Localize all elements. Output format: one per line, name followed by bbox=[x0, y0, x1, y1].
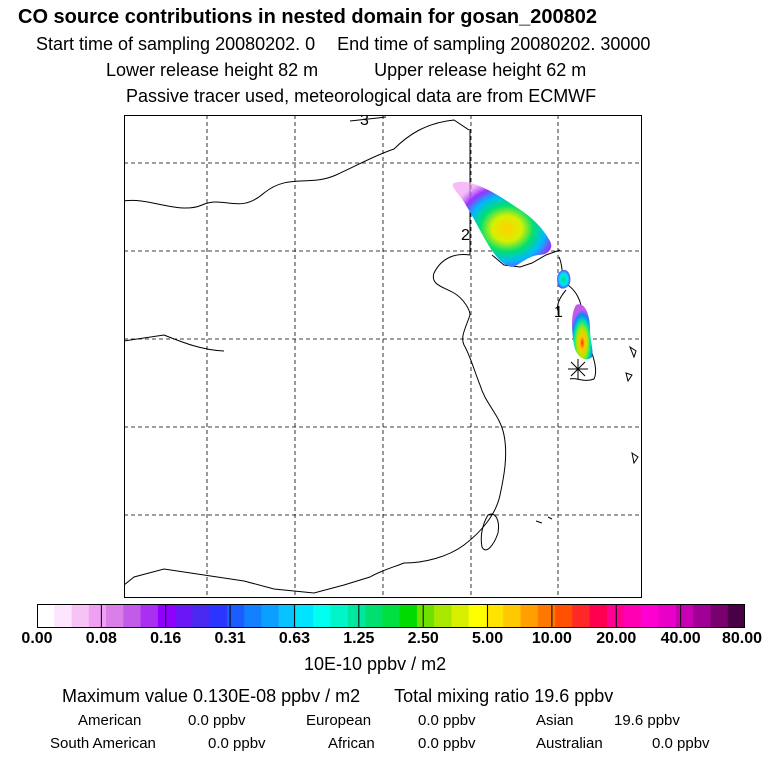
colorbar-tick-label: 0.16 bbox=[150, 630, 182, 647]
colorbar-swatch bbox=[503, 604, 522, 628]
start-time-label: Start time of sampling 20080202. 0 bbox=[36, 34, 316, 54]
colorbar-swatch bbox=[244, 604, 262, 628]
marker-1: 1 bbox=[554, 304, 563, 321]
colorbar-swatch bbox=[675, 604, 694, 628]
colorbar-tick-label: 0.31 bbox=[214, 630, 246, 647]
colorbar-swatch bbox=[555, 604, 573, 628]
marker-3: 3 bbox=[360, 115, 369, 129]
co-plumes bbox=[452, 181, 593, 360]
colorbar-tick-label: 0.08 bbox=[85, 630, 117, 647]
contrib-south-american-label: South American bbox=[50, 735, 156, 752]
contrib-asian-value: 19.6 ppbv bbox=[614, 712, 680, 729]
colorbar-swatch bbox=[693, 604, 711, 628]
colorbar-swatch bbox=[727, 604, 745, 628]
colorbar-swatch bbox=[106, 604, 124, 628]
marker-2: 2 bbox=[461, 227, 470, 244]
colorbar-swatch bbox=[451, 604, 470, 628]
colorbar bbox=[37, 604, 745, 628]
summary-line: Maximum value 0.130E-08 ppbv / m2 Total m… bbox=[62, 686, 613, 707]
colorbar-swatch bbox=[313, 604, 332, 628]
colorbar-tick-label: 5.00 bbox=[471, 630, 504, 647]
contrib-south-american-value: 0.0 ppbv bbox=[208, 735, 266, 752]
colorbar-swatch bbox=[537, 604, 556, 628]
colorbar-tick-label: 80.00 bbox=[721, 630, 763, 647]
colorbar-tick-label: 1.25 bbox=[343, 630, 375, 647]
colorbar-swatch bbox=[175, 604, 193, 628]
receptor-star-icon bbox=[568, 359, 588, 379]
graticule bbox=[124, 115, 642, 598]
map-panel: 3 2 1 bbox=[124, 115, 642, 598]
colorbar-swatch bbox=[624, 604, 642, 628]
colorbar-swatch bbox=[88, 604, 107, 628]
tracer-note: Passive tracer used, meteorological data… bbox=[126, 86, 597, 106]
colorbar-swatch bbox=[468, 604, 487, 628]
colorbar-swatch bbox=[606, 604, 625, 628]
colorbar-swatch bbox=[347, 604, 366, 628]
contrib-australian-value: 0.0 ppbv bbox=[652, 735, 710, 752]
contrib-asian-label: Asian bbox=[536, 712, 574, 729]
colorbar-swatch bbox=[434, 604, 452, 628]
colorbar-swatch bbox=[710, 604, 729, 628]
upper-release-label: Upper release height 62 m bbox=[374, 60, 587, 80]
colorbar-swatch bbox=[157, 604, 176, 628]
lower-release-label: Lower release height 82 m bbox=[106, 60, 319, 80]
sampling-times: Start time of sampling 20080202. 0 End ti… bbox=[36, 34, 650, 55]
end-time-label: End time of sampling 20080202. 30000 bbox=[337, 34, 651, 54]
colorbar-swatch bbox=[485, 604, 504, 628]
colorbar-swatch bbox=[140, 604, 159, 628]
colorbar-tick-label: 20.00 bbox=[596, 630, 637, 647]
colorbar-swatch bbox=[416, 604, 435, 628]
colorbar-swatch bbox=[192, 604, 211, 628]
colorbar-swatch bbox=[589, 604, 608, 628]
colorbar-swatch bbox=[54, 604, 73, 628]
contrib-african-label: African bbox=[328, 735, 375, 752]
colorbar-tick-label: 10.00 bbox=[531, 630, 572, 647]
colorbar-swatch bbox=[226, 604, 245, 628]
release-heights: Lower release height 82 m Upper release h… bbox=[106, 60, 586, 81]
colorbar-swatch bbox=[365, 604, 383, 628]
colorbar-swatch bbox=[296, 604, 314, 628]
colorbar-units: 10E-10 ppbv / m2 bbox=[304, 654, 447, 674]
colorbar-swatch bbox=[261, 604, 280, 628]
colorbar-tick-label: 40.00 bbox=[660, 630, 701, 647]
colorbar-border bbox=[37, 604, 745, 628]
colorbar-swatch bbox=[278, 604, 297, 628]
colorbar-swatch bbox=[37, 604, 55, 628]
total-mixing-ratio: Total mixing ratio 19.6 ppbv bbox=[394, 686, 614, 706]
colorbar-swatch bbox=[520, 604, 539, 628]
colorbar-swatch bbox=[658, 604, 677, 628]
max-value: Maximum value 0.130E-08 ppbv / m2 bbox=[62, 686, 361, 706]
colorbar-swatch bbox=[330, 604, 349, 628]
contrib-australian-label: Australian bbox=[536, 735, 603, 752]
colorbar-tick-label: 0.00 bbox=[21, 630, 53, 647]
colorbar-swatch bbox=[71, 604, 90, 628]
contrib-european-label: European bbox=[306, 712, 372, 729]
colorbar-tick-label: 2.50 bbox=[407, 630, 439, 647]
contrib-african-value: 0.0 ppbv bbox=[418, 735, 476, 752]
colorbar-swatch bbox=[641, 604, 660, 628]
contrib-european-value: 0.0 ppbv bbox=[418, 712, 476, 729]
colorbar-swatch bbox=[382, 604, 401, 628]
colorbar-swatch bbox=[399, 604, 418, 628]
colorbar-swatch bbox=[572, 604, 591, 628]
colorbar-tick-label: 0.63 bbox=[278, 630, 311, 647]
colorbar-swatch bbox=[209, 604, 228, 628]
contrib-american-label: American bbox=[78, 712, 142, 729]
colorbar-swatch bbox=[123, 604, 142, 628]
map-title: CO source contributions in nested domain… bbox=[18, 6, 598, 28]
contrib-american-value: 0.0 ppbv bbox=[188, 712, 246, 729]
